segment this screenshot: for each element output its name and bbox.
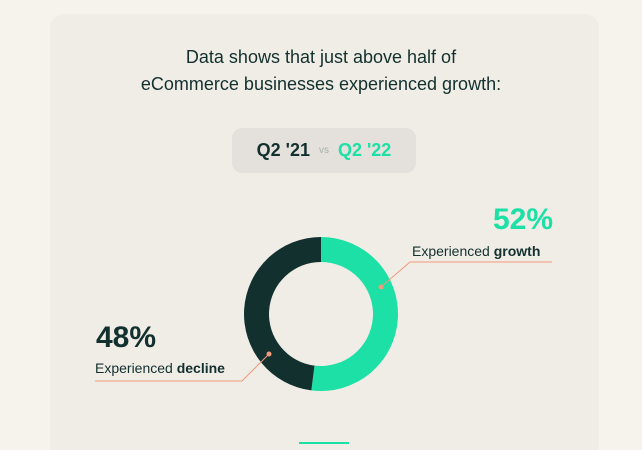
period-a-label: Q2 '21 (256, 140, 310, 160)
decline-label-strong: decline (176, 360, 225, 376)
growth-slice-label: Experienced growth (412, 242, 540, 260)
decline-label-prefix: Experienced (95, 360, 173, 376)
headline-line-1: Data shows that just above half of (185, 47, 457, 67)
growth-leader-dot (378, 284, 384, 290)
period-b-label: Q2 '22 (338, 140, 392, 160)
decline-leader-line (95, 353, 270, 382)
donut-slice-decline (244, 237, 321, 391)
growth-label-prefix: Experienced (412, 243, 490, 259)
donut-slice-growth (311, 237, 399, 391)
growth-label-strong: growth (493, 243, 541, 259)
growth-percent-label: 52% (493, 203, 554, 236)
decline-percent-label: 48% (96, 321, 157, 354)
growth-leader-line (380, 261, 552, 288)
vs-label: vs (319, 145, 329, 156)
headline-line-2: eCommerce businesses experienced growth: (140, 74, 502, 94)
bottom-accent-bar (299, 442, 349, 444)
period-comparison-pill: Q2 '21 vs Q2 '22 (232, 128, 416, 173)
decline-slice-label: Experienced decline (95, 359, 225, 377)
decline-leader-dot (266, 351, 272, 357)
headline: Data shows that just above half of eComm… (0, 44, 642, 98)
